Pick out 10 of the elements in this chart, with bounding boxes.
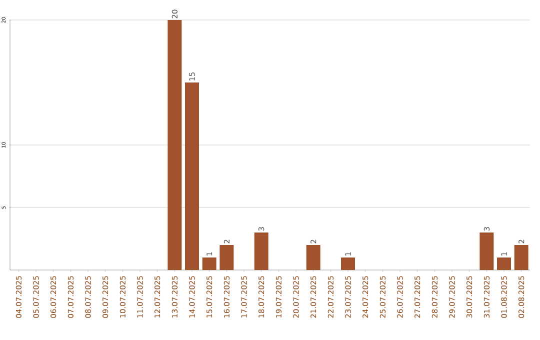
bar xyxy=(220,245,234,270)
bar xyxy=(306,245,320,270)
bar xyxy=(168,20,182,270)
bar xyxy=(341,258,356,270)
bar xyxy=(497,258,512,270)
bar xyxy=(254,232,268,270)
bar xyxy=(185,82,199,270)
bar xyxy=(480,232,494,270)
bar xyxy=(202,258,216,270)
bar xyxy=(514,245,528,270)
